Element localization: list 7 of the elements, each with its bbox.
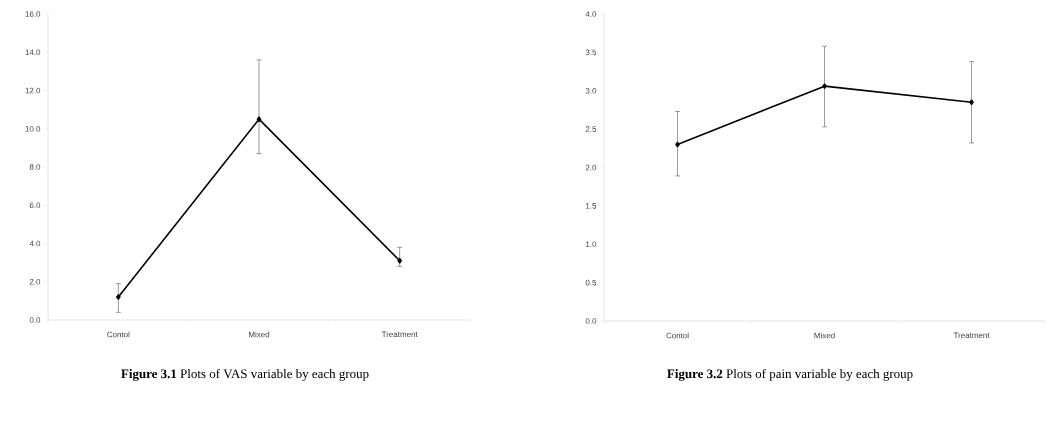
- text: Figure 3.1 Plots of VAS variable by each group: [121, 368, 369, 381]
- point: [822, 83, 827, 89]
- point: [116, 294, 121, 300]
- point: [969, 99, 974, 106]
- point: [675, 141, 680, 148]
- text: Figure 3.2 Plots of pain variable by each group: [667, 368, 913, 381]
- point: [256, 116, 262, 122]
